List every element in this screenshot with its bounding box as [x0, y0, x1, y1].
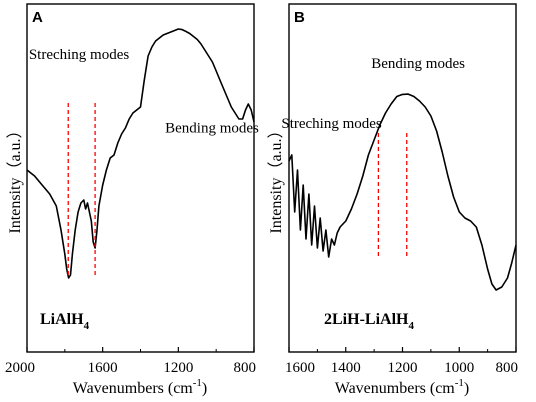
- panel-a-x-axis-title: Wavenumbers (cm-1): [73, 377, 208, 397]
- panel-a-annotation-stretching: Streching modes: [29, 47, 130, 63]
- panel-b-annotation-bending: Bending modes: [371, 56, 465, 72]
- panel-b-annotation-stretching: Streching modes: [281, 116, 382, 132]
- panel-b-y-axis-title: Intensity（a.u.）: [267, 122, 285, 233]
- panel-a-x-tick-label-0: 2000: [5, 360, 35, 376]
- panel-b-x-tick-label-0: 1600: [285, 360, 315, 376]
- panel-b-series-line-0: [288, 93, 517, 291]
- panel-b-sample-label: 2LiH-LiAlH4: [324, 311, 414, 332]
- panel-a-annotation-bending: Bending modes: [165, 121, 259, 137]
- panel-a: A Intensity（a.u.） Streching modes Bendin…: [5, 3, 259, 397]
- panel-b-letter: B: [294, 9, 305, 26]
- panel-a-sample-label: LiAlH4: [40, 311, 90, 332]
- panel-a-x-tick-label-3: 800: [234, 360, 257, 376]
- panel-a-letter: A: [32, 9, 43, 26]
- panel-b-x-tick-label-2: 1200: [388, 360, 418, 376]
- panel-b-x-tick-label-1: 1400: [331, 360, 361, 376]
- panel-b: B Intensity（a.u.） Streching modes Bendin…: [267, 3, 519, 397]
- panel-a-y-axis-title: Intensity（a.u.）: [6, 122, 24, 233]
- panel-a-x-tick-label-2: 1200: [163, 360, 193, 376]
- panel-b-x-tick-label-3: 1000: [444, 360, 474, 376]
- panel-a-x-tick-label-1: 1600: [88, 360, 118, 376]
- panel-b-x-tick-label-4: 800: [496, 360, 519, 376]
- panel-b-x-axis-title: Wavenumbers (cm-1): [335, 377, 470, 397]
- panel-a-series-line-0: [26, 28, 255, 279]
